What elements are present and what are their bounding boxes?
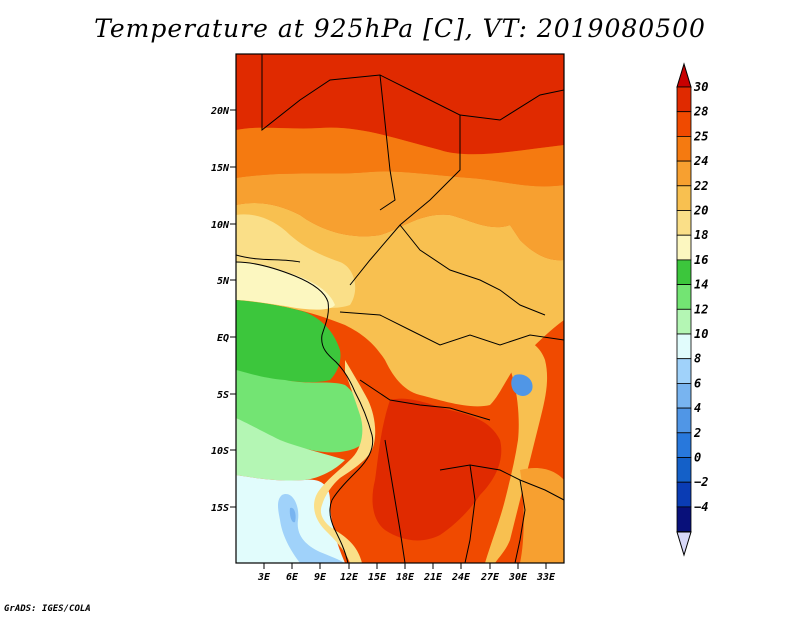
colorbar-label: 8 — [694, 352, 701, 366]
colorbar-swatch — [676, 234, 692, 261]
lat-label: 15S — [211, 503, 229, 514]
lon-label: 9E — [314, 572, 327, 583]
colorbar-swatch — [676, 185, 692, 211]
lat-label: 15N — [211, 163, 230, 174]
colorbar-swatch — [676, 358, 692, 384]
lat-label: 5N — [217, 276, 230, 287]
lon-label: 6E — [286, 572, 299, 583]
colorbar-label: 2 — [693, 426, 701, 440]
lat-label: 20N — [210, 106, 230, 117]
colorbar-label: 4 — [694, 401, 701, 415]
lon-label: 24E — [451, 572, 471, 583]
lat-label: 5S — [217, 390, 229, 401]
colorbar-label: 25 — [693, 129, 708, 143]
colorbar-swatch — [676, 160, 692, 187]
colorbar-label: 28 — [693, 105, 708, 119]
temperature-field — [236, 54, 564, 563]
colorbar-label: 14 — [694, 278, 708, 292]
colorbar-swatch — [676, 333, 692, 360]
colorbar-swatch — [676, 457, 692, 483]
colorbar-swatch — [676, 432, 692, 458]
colorbar-label: 0 — [694, 451, 701, 465]
colorbar-label: 22 — [693, 179, 708, 193]
lat-label: EQ — [217, 333, 229, 344]
colorbar-label: 10 — [694, 327, 708, 341]
latitude-axis — [230, 109, 236, 508]
coastline-borders — [236, 54, 564, 563]
colorbar-label: 16 — [694, 253, 708, 267]
colorbar-swatch — [676, 382, 692, 409]
colorbar-label: −2 — [694, 475, 708, 489]
lat-label: 10N — [211, 220, 230, 231]
colorbar-swatch — [676, 481, 692, 508]
colorbar-label: 24 — [693, 154, 708, 168]
colorbar-bottom-arrow — [676, 531, 692, 557]
colorbar-swatch — [676, 407, 692, 434]
colorbar-swatch — [676, 86, 692, 113]
lon-label: 27E — [480, 572, 500, 583]
colorbar-swatch — [676, 259, 692, 285]
colorbar-swatch — [676, 308, 692, 335]
lat-label: 10S — [211, 446, 229, 457]
colorbar-top-arrow — [676, 62, 692, 88]
lon-label: 18E — [396, 572, 415, 583]
map-frame — [235, 53, 565, 564]
map-title: Temperature at 925hPa [C], VT: 201908050… — [94, 14, 706, 43]
colorbar-label: 30 — [693, 80, 708, 94]
colorbar-swatch — [676, 111, 692, 137]
colorbar-label: 18 — [694, 228, 708, 242]
lon-label: 33E — [536, 572, 556, 583]
lon-label: 15E — [368, 572, 387, 583]
lon-label: 30E — [508, 572, 528, 583]
colorbar-swatch — [676, 284, 692, 310]
colorbar-label: −4 — [694, 500, 708, 514]
lon-label: 3E — [257, 572, 271, 583]
colorbar-swatch — [676, 210, 692, 236]
colorbar-label: 20 — [693, 204, 708, 218]
longitude-axis — [263, 563, 547, 569]
latitude-labels: 20N 15N 10N 5N EQ 5S 10S 15S — [210, 106, 230, 514]
colorbar-label: 12 — [694, 302, 708, 316]
colorbar-swatch — [676, 506, 692, 532]
longitude-labels: 3E 6E 9E 12E 15E 18E 21E 24E 27E 30E 33E — [257, 572, 556, 583]
colorbar-swatch — [676, 135, 692, 162]
colorbar-label: 6 — [694, 376, 701, 390]
lon-label: 12E — [340, 572, 359, 583]
grads-credit: GrADS: IGES/COLA — [4, 604, 91, 614]
lon-label: 21E — [423, 572, 443, 583]
